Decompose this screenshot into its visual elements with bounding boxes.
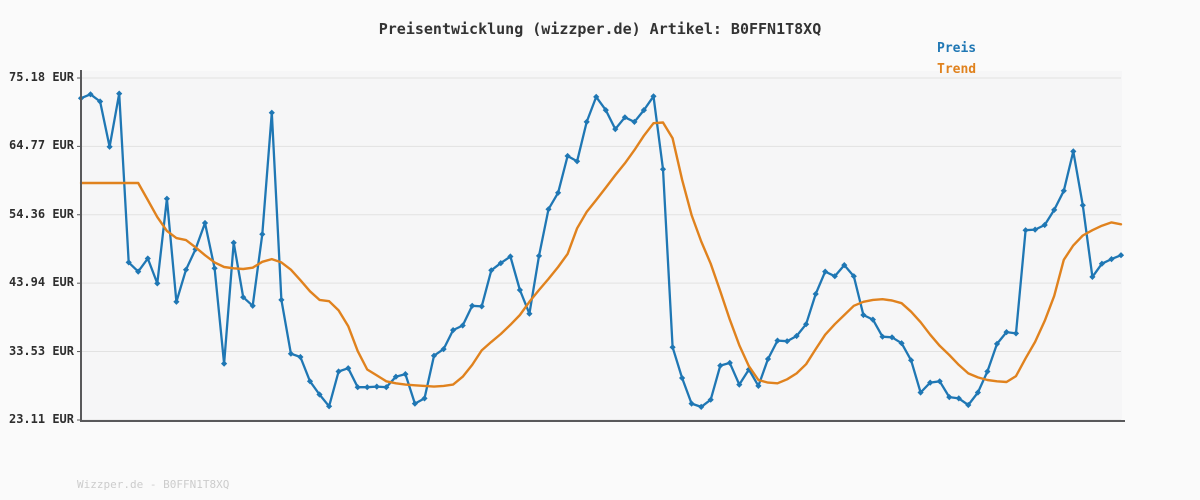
legend: Preis Trend (937, 38, 976, 80)
trend-line (79, 121, 1123, 388)
y-tick-label: 33.53 EUR (8, 343, 74, 358)
y-tick-label: 64.77 EUR (8, 138, 74, 153)
watermark: Wizzper.de - B0FFN1T8XQ (77, 478, 230, 491)
y-tick-label: 23.11 EUR (8, 412, 74, 426)
plot-area (81, 71, 1122, 421)
legend-item-preis: Preis (937, 41, 977, 56)
legend-item-trend: Trend (937, 62, 977, 77)
chart-title: Preisentwicklung (wizzper.de) Artikel: B… (378, 20, 822, 38)
y-tick-label: 43.94 EUR (8, 275, 74, 290)
y-tick-label: 75.18 EUR (8, 70, 74, 84)
preis-line (79, 92, 1123, 409)
y-tick-label: 54.36 EUR (8, 206, 74, 221)
